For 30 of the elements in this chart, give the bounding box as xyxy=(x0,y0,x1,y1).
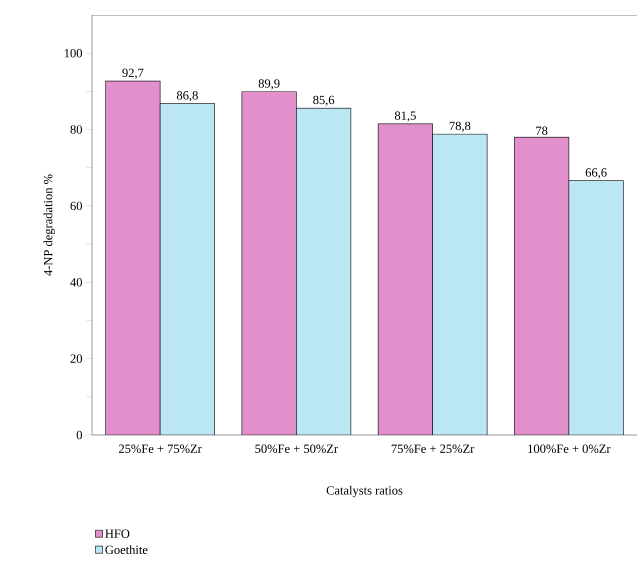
y-tick-label: 0 xyxy=(76,430,82,440)
y-tick-label: 100 xyxy=(64,48,82,58)
bar xyxy=(514,136,570,435)
data-label: 66,6 xyxy=(586,168,607,179)
bar xyxy=(568,180,624,435)
x-tick-label: 50%Fe + 50%Zr xyxy=(255,444,338,454)
x-tick-label: 100%Fe + 0%Zr xyxy=(528,444,610,454)
data-label: 78 xyxy=(536,126,548,135)
data-label: 86,8 xyxy=(176,91,198,102)
y-axis-title: 4-NP degradation % xyxy=(44,174,55,276)
data-label: 78,8 xyxy=(450,122,470,132)
bar xyxy=(432,134,488,435)
data-label: 89,9 xyxy=(258,79,280,90)
bar xyxy=(106,81,160,435)
bar xyxy=(378,124,433,435)
bar xyxy=(296,108,351,435)
x-tick-label: 75%Fe + 25%Zr xyxy=(392,444,474,454)
y-tick-label: 20 xyxy=(70,354,82,363)
bar xyxy=(160,104,215,435)
x-tick-label: 25%Fe + 75%Zr xyxy=(118,444,202,454)
y-tick-label: 40 xyxy=(70,278,82,286)
y-tick-label: 60 xyxy=(70,202,82,210)
data-label: 85,6 xyxy=(313,96,334,106)
data-label: 81,5 xyxy=(394,111,416,122)
y-tick-label: 80 xyxy=(70,125,82,134)
data-label: 92,7 xyxy=(122,68,144,79)
bar xyxy=(242,92,296,435)
x-axis-title: Catalysts ratios xyxy=(326,486,402,498)
legend-label: Goethite xyxy=(105,545,148,554)
legend-label: HFO xyxy=(105,529,130,538)
